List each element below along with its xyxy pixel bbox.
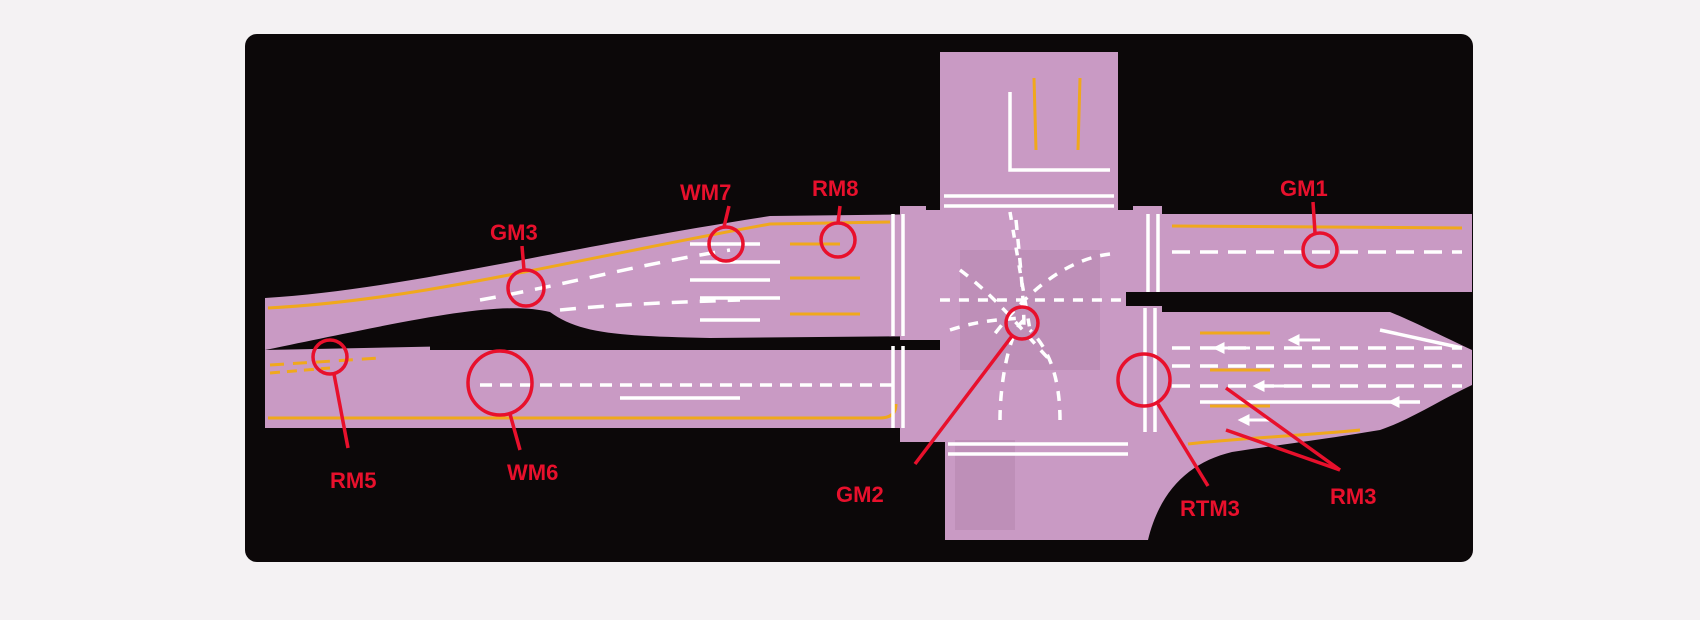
label-gm3: GM3 <box>490 220 538 245</box>
rm8-callout <box>819 205 857 259</box>
gm2-callout <box>913 305 1040 466</box>
label-rm8: RM8 <box>812 176 858 201</box>
direction-arrows <box>1212 334 1420 426</box>
label-wm7: WM7 <box>680 180 731 205</box>
gm1-callout <box>1301 201 1339 269</box>
rtm3-callout <box>1116 352 1210 487</box>
label-gm1: GM1 <box>1280 176 1328 201</box>
rm3-callout-leaders <box>1224 386 1342 472</box>
label-rm5: RM5 <box>330 468 376 493</box>
white-markings <box>479 92 1463 456</box>
yellow-markings <box>267 77 1463 446</box>
rm5-callout <box>311 338 350 449</box>
callout-graphics <box>311 201 1342 487</box>
medians <box>430 40 1472 350</box>
wm7-callout <box>707 205 745 263</box>
label-rm3: RM3 <box>1330 484 1376 509</box>
label-gm2: GM2 <box>836 482 884 507</box>
wm6-callout <box>466 349 534 451</box>
label-rtm3: RTM3 <box>1180 496 1240 521</box>
label-wm6: WM6 <box>507 460 558 485</box>
road-shading <box>955 250 1100 530</box>
gm3-callout <box>506 245 546 308</box>
